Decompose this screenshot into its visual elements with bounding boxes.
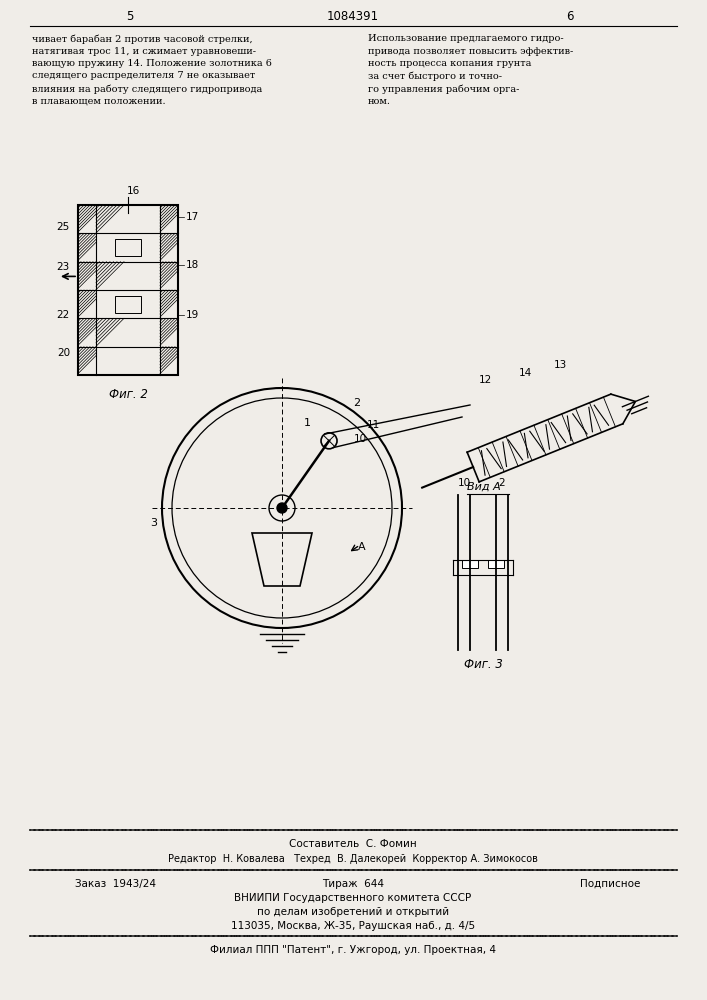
Text: 3: 3: [151, 518, 158, 528]
Text: Заказ  1943/24: Заказ 1943/24: [75, 879, 156, 889]
Text: 1: 1: [303, 418, 310, 428]
Text: по делам изобретений и открытий: по делам изобретений и открытий: [257, 907, 449, 917]
Text: ном.: ном.: [368, 97, 391, 105]
Text: 25: 25: [57, 222, 70, 232]
Text: 14: 14: [518, 368, 532, 378]
Text: 10: 10: [354, 434, 367, 444]
Text: Фиг. 3: Фиг. 3: [464, 658, 503, 672]
Bar: [78, 205, 178, 375]
Text: ВНИИПИ Государственного комитета СССР: ВНИИПИ Государственного комитета СССР: [235, 893, 472, 903]
Text: 12: 12: [479, 375, 491, 385]
Text: 19: 19: [186, 310, 199, 320]
Text: 6: 6: [566, 9, 574, 22]
Text: 13: 13: [554, 360, 566, 370]
Bar: [462, 560, 478, 568]
Text: 17: 17: [186, 212, 199, 222]
Text: Редактор  Н. Ковалева   Техред  В. Далекорей  Корректор А. Зимокосов: Редактор Н. Ковалева Техред В. Далекорей…: [168, 854, 538, 864]
Text: в плавающем положении.: в плавающем положении.: [32, 97, 165, 105]
Text: ность процесса копания грунта: ность процесса копания грунта: [368, 59, 532, 68]
Text: 16: 16: [127, 186, 139, 196]
Text: го управления рабочим орга-: го управления рабочим орга-: [368, 84, 520, 94]
Text: вающую пружину 14. Положение золотника 6: вающую пружину 14. Положение золотника 6: [32, 59, 272, 68]
Text: Тираж  644: Тираж 644: [322, 879, 384, 889]
Text: 2: 2: [354, 398, 361, 408]
Text: 2: 2: [498, 478, 506, 488]
Text: привода позволяет повысить эффектив-: привода позволяет повысить эффектив-: [368, 46, 573, 55]
Bar: [115, 296, 141, 313]
Text: 113035, Москва, Ж-35, Раушская наб., д. 4/5: 113035, Москва, Ж-35, Раушская наб., д. …: [231, 921, 475, 931]
Text: 10: 10: [457, 478, 471, 488]
Text: 20: 20: [57, 348, 70, 358]
Text: Филиал ППП "Патент", г. Ужгород, ул. Проектная, 4: Филиал ППП "Патент", г. Ужгород, ул. Про…: [210, 945, 496, 955]
Text: 23: 23: [57, 262, 70, 272]
Text: Использование предлагаемого гидро-: Использование предлагаемого гидро-: [368, 34, 563, 43]
Text: 22: 22: [57, 310, 70, 320]
Text: 18: 18: [186, 260, 199, 270]
Text: А: А: [358, 542, 366, 552]
Text: следящего распределителя 7 не оказывает: следящего распределителя 7 не оказывает: [32, 72, 255, 81]
Bar: [115, 239, 141, 256]
Text: Подписное: Подписное: [580, 879, 640, 889]
Text: чивает барабан 2 против часовой стрелки,: чивает барабан 2 против часовой стрелки,: [32, 34, 252, 43]
Text: влияния на работу следящего гидропривода: влияния на работу следящего гидропривода: [32, 84, 262, 94]
Circle shape: [277, 503, 287, 513]
Text: 1084391: 1084391: [327, 9, 379, 22]
Text: за счет быстрого и точно-: за счет быстрого и точно-: [368, 72, 502, 81]
Text: Фиг. 2: Фиг. 2: [109, 388, 148, 401]
Bar: [488, 560, 504, 568]
Text: 11: 11: [367, 420, 380, 430]
Text: 5: 5: [127, 9, 134, 22]
Text: Вид А: Вид А: [467, 482, 501, 492]
Text: Составитель  С. Фомин: Составитель С. Фомин: [289, 839, 417, 849]
Text: натягивая трос 11, и сжимает уравновеши-: натягивая трос 11, и сжимает уравновеши-: [32, 46, 256, 55]
